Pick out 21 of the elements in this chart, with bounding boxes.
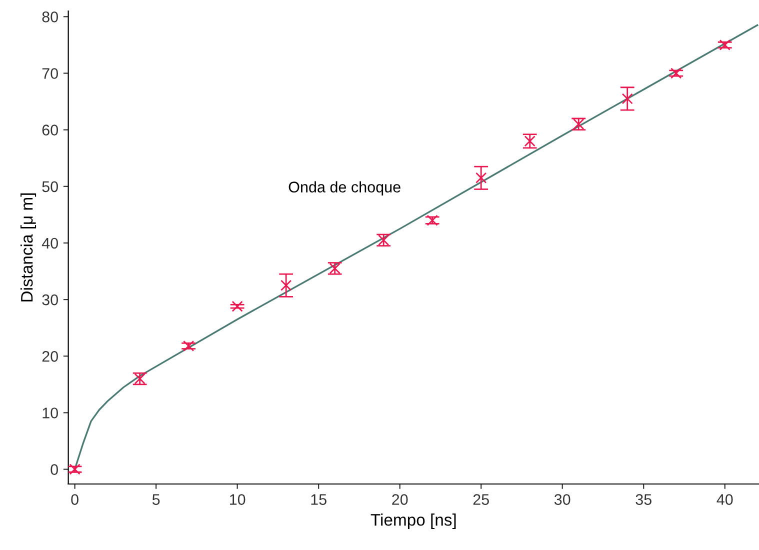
x-axis-title: Tiempo [ns] — [370, 514, 456, 530]
y-tick-label: 10 — [42, 408, 58, 418]
x-tick-label: 30 — [554, 494, 570, 505]
y-tick-label: 20 — [42, 351, 58, 362]
y-tick-label: 50 — [42, 181, 58, 192]
annotation: Onda de choque — [288, 181, 400, 196]
y-axis-title: Distancia [μ m] — [20, 193, 36, 302]
x-tick-label: 25 — [473, 494, 489, 505]
x-tick-label: 5 — [152, 494, 160, 505]
y-tick-label: 0 — [50, 464, 58, 475]
y-tick-label: 60 — [42, 124, 58, 136]
y-tick-label: 30 — [42, 294, 58, 306]
x-tick-label: 0 — [71, 494, 78, 505]
y-tick-label: 70 — [42, 68, 58, 79]
x-tick-label: 20 — [392, 494, 408, 505]
y-tick-label: 40 — [42, 238, 58, 249]
x-tick-label: 35 — [636, 494, 652, 505]
x-tick-label: 10 — [230, 494, 246, 505]
x-tick-label: 40 — [716, 494, 733, 505]
y-tick-label: 80 — [42, 12, 58, 22]
x-tick-label: 15 — [311, 494, 326, 505]
